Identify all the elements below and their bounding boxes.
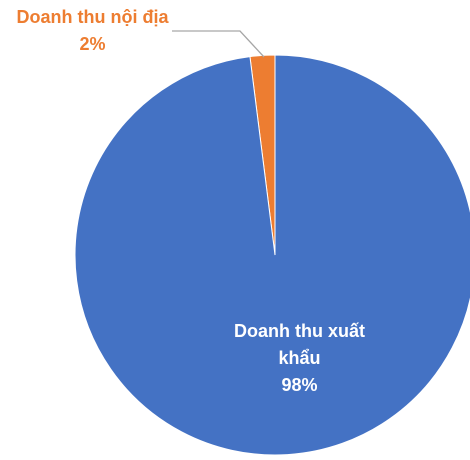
label-percent: 2% xyxy=(79,34,106,54)
label-percent: 98% xyxy=(281,375,318,395)
label-category: Doanh thu xuất khẩu xyxy=(234,321,365,368)
pie-slice xyxy=(74,54,470,456)
label-category: Doanh thu nội địa xyxy=(16,7,169,27)
leader-line xyxy=(172,30,265,58)
slice-label: Doanh thu xuất khẩu 98% xyxy=(232,318,367,399)
slice-label: Doanh thu nội địa 2% xyxy=(10,4,175,58)
